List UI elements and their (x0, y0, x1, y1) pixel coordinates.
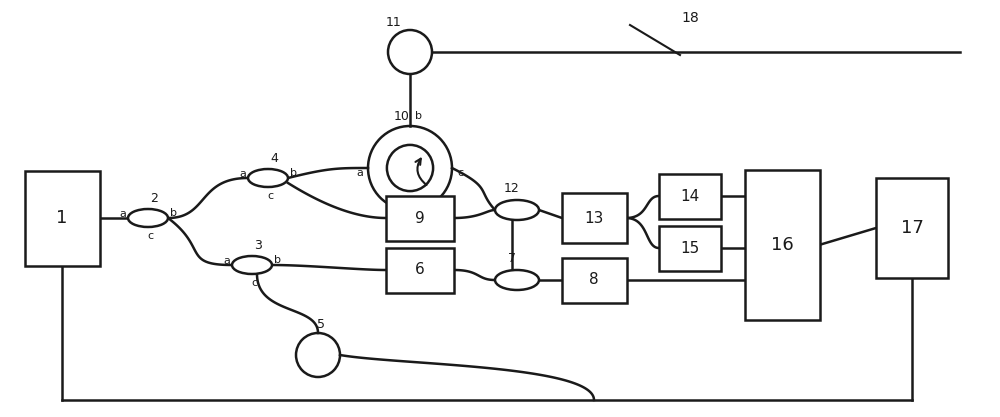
Ellipse shape (495, 200, 539, 220)
Text: a: a (223, 256, 230, 266)
Text: b: b (290, 168, 297, 178)
Bar (659, 226, 721, 271)
Text: 1: 1 (56, 209, 68, 227)
Bar (744, 170, 820, 320)
Text: b: b (415, 111, 422, 121)
Bar (659, 173, 721, 219)
Text: 14: 14 (680, 188, 700, 203)
Text: 11: 11 (386, 15, 402, 28)
Bar (876, 178, 948, 278)
Text: a: a (239, 169, 246, 179)
Text: 17: 17 (901, 219, 923, 237)
Ellipse shape (128, 209, 168, 227)
Ellipse shape (232, 256, 272, 274)
Text: b: b (170, 208, 177, 218)
Bar (386, 196, 454, 241)
Bar (562, 193, 626, 243)
Ellipse shape (495, 270, 539, 290)
Text: 15: 15 (680, 241, 700, 256)
Text: 18: 18 (681, 11, 699, 25)
Text: c: c (147, 231, 153, 241)
Ellipse shape (248, 169, 288, 187)
Text: a: a (357, 168, 363, 178)
Text: 2: 2 (150, 191, 158, 204)
Text: 8: 8 (589, 272, 599, 287)
Text: 9: 9 (415, 211, 425, 226)
Text: b: b (274, 255, 281, 265)
Text: a: a (119, 209, 126, 219)
Text: 6: 6 (415, 262, 425, 277)
Text: c: c (457, 168, 463, 178)
Text: 13: 13 (584, 211, 604, 226)
Text: 10: 10 (394, 110, 410, 123)
Bar (562, 258, 626, 302)
Text: 5: 5 (317, 319, 325, 332)
Text: 12: 12 (504, 181, 520, 194)
Text: 16: 16 (771, 236, 793, 254)
Text: 3: 3 (254, 239, 262, 251)
Text: 7: 7 (508, 251, 516, 264)
Bar (386, 248, 454, 292)
Text: c: c (267, 191, 273, 201)
Text: 4: 4 (270, 151, 278, 164)
Text: c: c (251, 278, 257, 288)
Bar (24, 171, 100, 266)
